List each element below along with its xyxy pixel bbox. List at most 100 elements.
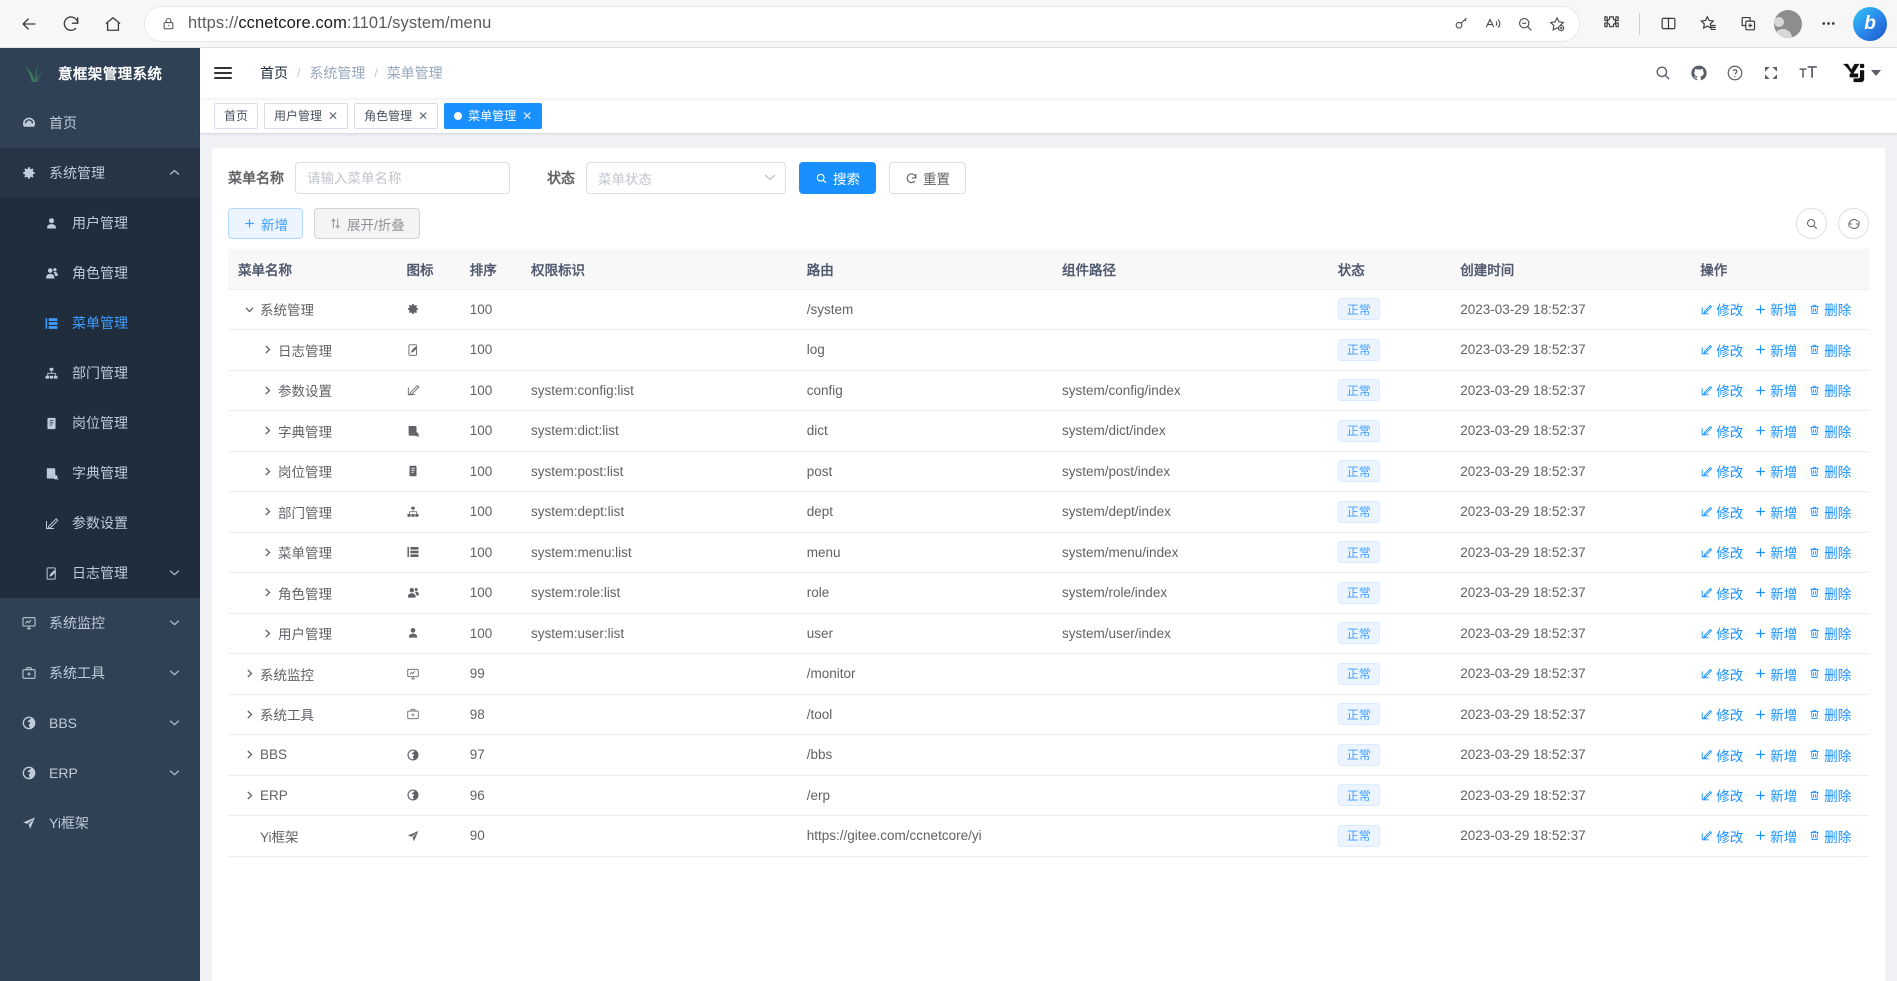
chevron-down-icon[interactable]	[238, 304, 260, 315]
toggle-search-icon[interactable]	[1796, 208, 1827, 239]
table-row[interactable]: 参数设置 100 system:config:list config system/co…	[228, 370, 1869, 411]
delete-link[interactable]: 删除	[1808, 664, 1851, 684]
sidebar-item-erp[interactable]: ERP	[0, 748, 200, 798]
table-row[interactable]: 系统监控 99/monitor 正常 2023-03-29 18:52:37 修改 新增 删…	[228, 653, 1869, 695]
table-row[interactable]: 字典管理 100 system:dict:list dict system/dict/i…	[228, 410, 1869, 452]
search-icon[interactable]	[1654, 64, 1672, 82]
add-child-link[interactable]: 新增	[1754, 623, 1797, 643]
edit-link[interactable]: 修改	[1700, 421, 1743, 441]
status-select[interactable]: 菜单状态	[586, 162, 786, 194]
add-child-link[interactable]: 新增	[1754, 421, 1797, 441]
sidebar-toggle-icon[interactable]	[214, 67, 238, 79]
table-row[interactable]: 日志管理 100 log 正常 2023-03-29 18:52:37 修改 新增 删除	[228, 329, 1869, 371]
address-bar[interactable]: https://ccnetcore.com:1101/system/menu	[144, 5, 1580, 42]
close-icon[interactable]: ✕	[418, 108, 429, 123]
delete-link[interactable]: 删除	[1808, 785, 1851, 805]
reset-button[interactable]: 重置	[889, 162, 966, 194]
chevron-right-icon[interactable]	[256, 425, 278, 436]
settings-more-icon[interactable]	[1809, 5, 1847, 43]
tab-home[interactable]: 首页	[214, 102, 259, 129]
sidebar-item-bbs[interactable]: BBS	[0, 698, 200, 748]
chevron-right-icon[interactable]	[238, 790, 260, 801]
table-row[interactable]: 角色管理 100 system:role:list role system/role/i…	[228, 572, 1869, 614]
zoom-out-icon[interactable]	[1509, 8, 1541, 40]
edit-link[interactable]: 修改	[1700, 664, 1743, 684]
sidebar-item-tool[interactable]: 系统工具	[0, 648, 200, 698]
sidebar-item-user[interactable]: 用户管理	[0, 198, 200, 248]
sidebar-item-role[interactable]: 角色管理	[0, 248, 200, 298]
split-screen-icon[interactable]	[1649, 5, 1687, 43]
read-aloud-icon[interactable]	[1477, 8, 1509, 40]
edit-link[interactable]: 修改	[1700, 826, 1743, 846]
delete-link[interactable]: 删除	[1808, 461, 1851, 481]
sidebar-item-monitor[interactable]: 系统监控	[0, 598, 200, 648]
chevron-right-icon[interactable]	[238, 709, 260, 720]
add-child-link[interactable]: 新增	[1754, 502, 1797, 522]
refresh-table-icon[interactable]	[1838, 208, 1869, 239]
chevron-right-icon[interactable]	[256, 587, 278, 598]
sidebar-item-menu[interactable]: 菜单管理	[0, 298, 200, 348]
add-child-link[interactable]: 新增	[1754, 299, 1797, 319]
sidebar-item-post[interactable]: 岗位管理	[0, 398, 200, 448]
close-icon[interactable]: ✕	[328, 108, 339, 123]
sidebar-item-config[interactable]: 参数设置	[0, 498, 200, 548]
chevron-right-icon[interactable]	[256, 506, 278, 517]
home-button[interactable]	[94, 5, 132, 43]
chevron-right-icon[interactable]	[256, 344, 278, 355]
delete-link[interactable]: 删除	[1808, 583, 1851, 603]
add-child-link[interactable]: 新增	[1754, 542, 1797, 562]
add-child-link[interactable]: 新增	[1754, 340, 1797, 360]
delete-link[interactable]: 删除	[1808, 340, 1851, 360]
tab-user[interactable]: 用户管理 ✕	[264, 102, 349, 129]
delete-link[interactable]: 删除	[1808, 542, 1851, 562]
edit-link[interactable]: 修改	[1700, 745, 1743, 765]
close-icon[interactable]: ✕	[522, 108, 533, 123]
add-favorite-icon[interactable]	[1541, 8, 1573, 40]
table-row[interactable]: 岗位管理 100 system:post:list post system/post/i…	[228, 451, 1869, 492]
table-row[interactable]: Yi框架 90 https://gitee.com/ccnetcore/yi 正常 20…	[228, 815, 1869, 857]
delete-link[interactable]: 删除	[1808, 299, 1851, 319]
edit-link[interactable]: 修改	[1700, 583, 1743, 603]
sidebar-logo[interactable]: 意框架管理系统	[0, 48, 200, 98]
table-row[interactable]: 部门管理 100 system:dept:list dept system/dept/i…	[228, 491, 1869, 533]
edit-link[interactable]: 修改	[1700, 380, 1743, 400]
delete-link[interactable]: 删除	[1808, 380, 1851, 400]
sidebar-item-dept[interactable]: 部门管理	[0, 348, 200, 398]
search-button[interactable]: 搜索	[799, 162, 876, 194]
sidebar-item-dict[interactable]: 字典管理	[0, 448, 200, 498]
key-icon[interactable]	[1445, 8, 1477, 40]
delete-link[interactable]: 删除	[1808, 502, 1851, 522]
extensions-icon[interactable]	[1592, 5, 1630, 43]
sidebar-item-yi[interactable]: Yi框架	[0, 798, 200, 848]
table-row[interactable]: 菜单管理 100 system:menu:list menu system/menu/i…	[228, 532, 1869, 573]
edit-link[interactable]: 修改	[1700, 704, 1743, 724]
chevron-right-icon[interactable]	[256, 385, 278, 396]
table-row[interactable]: BBS 97/bbs 正常 2023-03-29 18:52:37 修改 新增 删除	[228, 734, 1869, 776]
favorites-icon[interactable]	[1689, 5, 1727, 43]
chevron-right-icon[interactable]	[256, 466, 278, 477]
menu-name-input[interactable]	[295, 162, 510, 194]
delete-link[interactable]: 删除	[1808, 623, 1851, 643]
edit-link[interactable]: 修改	[1700, 340, 1743, 360]
chevron-right-icon[interactable]	[256, 628, 278, 639]
edit-link[interactable]: 修改	[1700, 461, 1743, 481]
sidebar-item-system[interactable]: 系统管理	[0, 148, 200, 198]
bing-copilot-icon[interactable]: b	[1853, 6, 1887, 41]
delete-link[interactable]: 删除	[1808, 704, 1851, 724]
add-button[interactable]: 新增	[228, 208, 303, 239]
chevron-right-icon[interactable]	[238, 749, 260, 760]
edit-link[interactable]: 修改	[1700, 502, 1743, 522]
fullscreen-icon[interactable]	[1762, 64, 1780, 82]
chevron-right-icon[interactable]	[238, 668, 260, 679]
edit-link[interactable]: 修改	[1700, 542, 1743, 562]
breadcrumb-item-home[interactable]: 首页	[260, 65, 288, 81]
edit-link[interactable]: 修改	[1700, 623, 1743, 643]
back-button[interactable]	[10, 5, 48, 43]
edit-link[interactable]: 修改	[1700, 785, 1743, 805]
question-circle-icon[interactable]	[1726, 64, 1744, 82]
add-child-link[interactable]: 新增	[1754, 745, 1797, 765]
reload-button[interactable]	[52, 5, 90, 43]
tab-role[interactable]: 角色管理 ✕	[354, 102, 439, 129]
tab-menu[interactable]: 菜单管理 ✕	[444, 102, 543, 129]
add-child-link[interactable]: 新增	[1754, 664, 1797, 684]
